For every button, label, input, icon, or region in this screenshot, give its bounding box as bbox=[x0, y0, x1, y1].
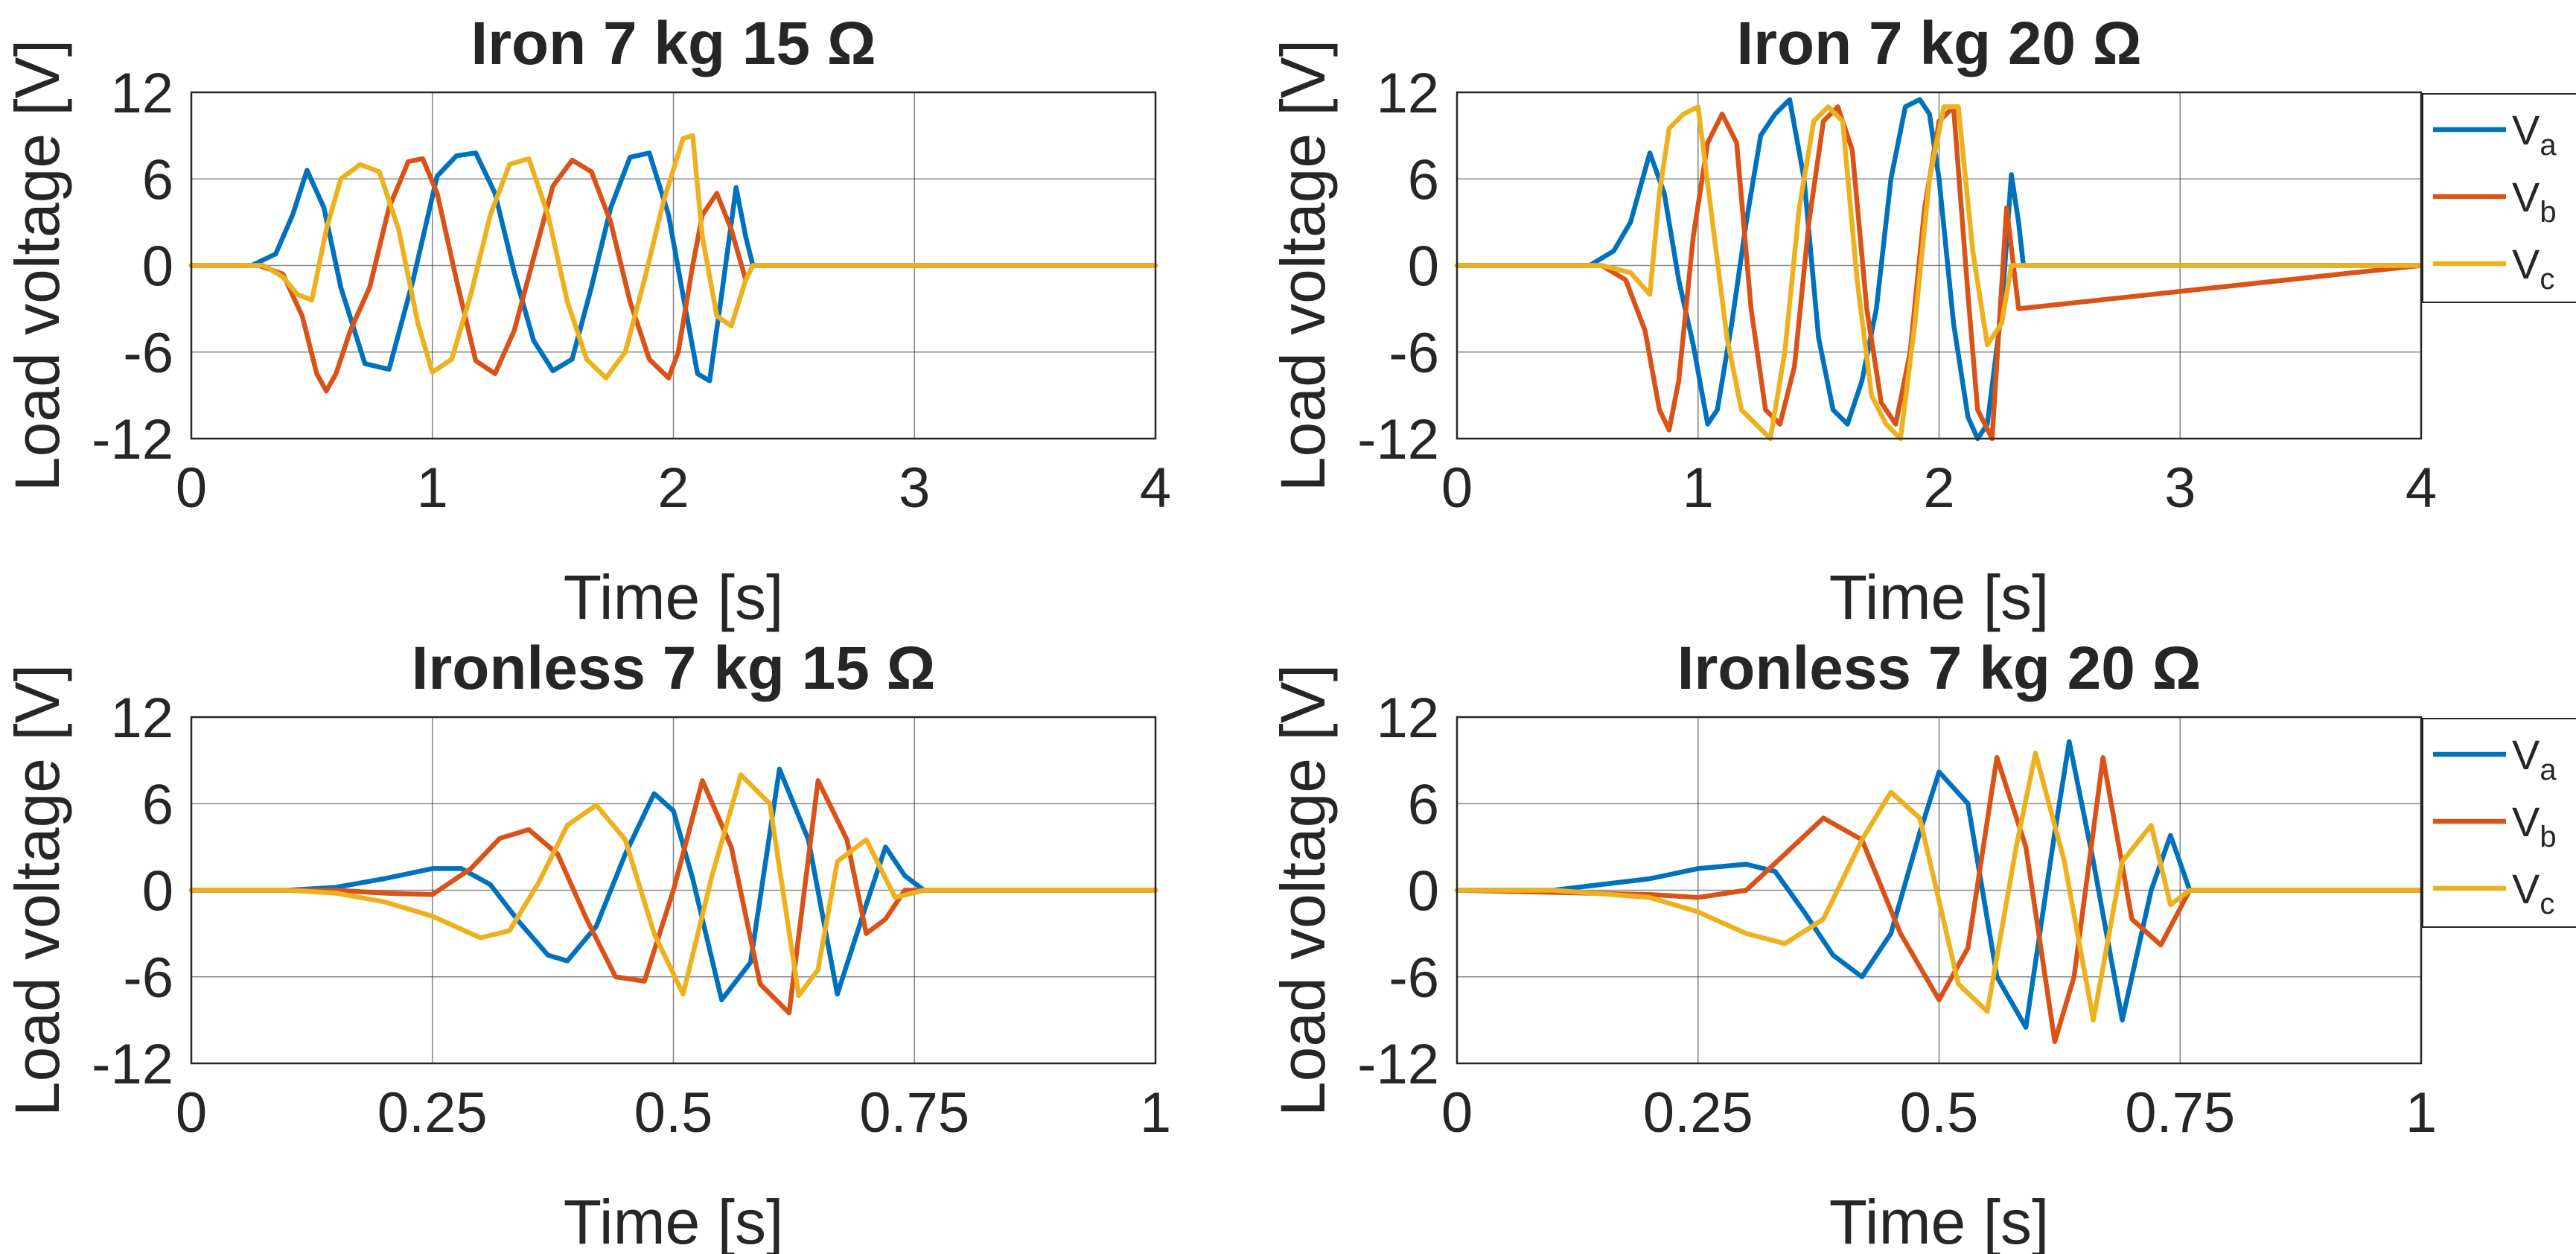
series-line-vb bbox=[188, 156, 1158, 394]
series-line-vb bbox=[1454, 755, 2424, 1045]
y-tick-label: 0 bbox=[1408, 860, 1439, 923]
y-tick-label: 0 bbox=[142, 235, 173, 299]
y-tick-label: -6 bbox=[123, 322, 173, 385]
x-tick-label: 1 bbox=[1683, 456, 1714, 520]
y-axis-label: Load voltage [V] bbox=[2, 39, 72, 491]
x-tick-label: 0 bbox=[176, 1081, 207, 1145]
legend-label-vc: Vc bbox=[2512, 865, 2554, 920]
chart-panel: 0 0.25 0.5 0.75 1 12 6 0 -6 -12 Ironless 7 kg 15 Ω… bbox=[2, 634, 1171, 1254]
y-tick-label: -6 bbox=[1389, 946, 1439, 1010]
series-line-va bbox=[1454, 739, 2424, 1030]
series-line-vb bbox=[1454, 104, 2424, 442]
legend: Va Vb Vc bbox=[2422, 93, 2576, 303]
y-tick-label: 0 bbox=[1408, 235, 1439, 299]
y-tick-label: 12 bbox=[110, 62, 173, 125]
series-line-vb bbox=[188, 778, 1158, 1016]
series-line-vc bbox=[1454, 751, 2424, 1023]
x-axis-label: Time [s] bbox=[564, 1187, 784, 1254]
legend-label-vb: Vb bbox=[2512, 174, 2557, 229]
series-line-va bbox=[188, 150, 1158, 383]
x-tick-label: 0.5 bbox=[634, 1081, 713, 1145]
legend-label-vb: Vb bbox=[2512, 798, 2557, 853]
y-tick-label: 6 bbox=[1408, 148, 1439, 211]
x-tick-label: 0.25 bbox=[377, 1081, 488, 1145]
y-tick-label: 12 bbox=[1376, 687, 1439, 750]
y-tick-label: -12 bbox=[92, 1033, 173, 1096]
y-axis-label: Load voltage [V] bbox=[2, 664, 72, 1116]
y-tick-label: 6 bbox=[142, 148, 173, 211]
chart-title: Ironless 7 kg 15 Ω bbox=[412, 634, 936, 702]
series-line-vc bbox=[188, 772, 1158, 999]
x-tick-label: 4 bbox=[1140, 456, 1171, 520]
legend-label-va: Va bbox=[2512, 731, 2557, 786]
y-tick-label: 6 bbox=[142, 773, 173, 836]
x-tick-label: 0 bbox=[176, 456, 207, 520]
x-tick-label: 3 bbox=[899, 456, 930, 520]
series-line-va bbox=[1454, 97, 2424, 442]
y-tick-label: -12 bbox=[92, 408, 173, 471]
x-tick-label: 1 bbox=[2406, 1081, 2437, 1145]
legend-label-vc: Vc bbox=[2512, 241, 2554, 296]
y-tick-label: -6 bbox=[123, 946, 173, 1010]
series-line-vc bbox=[188, 133, 1158, 381]
axes-box bbox=[1456, 91, 2423, 440]
y-tick-label: 12 bbox=[110, 687, 173, 750]
y-tick-label: -12 bbox=[1357, 1033, 1439, 1096]
x-tick-label: 1 bbox=[1140, 1081, 1171, 1145]
y-tick-label: 6 bbox=[1408, 773, 1439, 836]
x-tick-label: 0.75 bbox=[859, 1081, 969, 1145]
series-line-va bbox=[188, 766, 1158, 1003]
x-tick-label: 0.5 bbox=[1900, 1081, 1979, 1145]
y-axis-label: Load voltage [V] bbox=[1268, 39, 1338, 491]
chart-title: Iron 7 kg 20 Ω bbox=[1736, 10, 2141, 77]
y-tick-label: 12 bbox=[1376, 62, 1439, 125]
y-tick-label: -6 bbox=[1389, 322, 1439, 385]
y-tick-label: 0 bbox=[142, 860, 173, 923]
x-axis-label: Time [s] bbox=[1829, 1187, 2050, 1254]
y-tick-label: -12 bbox=[1357, 408, 1439, 471]
x-tick-label: 3 bbox=[2164, 456, 2196, 520]
axes-box bbox=[190, 716, 1157, 1065]
legend: Va Vb Vc bbox=[2422, 718, 2576, 928]
x-tick-label: 1 bbox=[417, 456, 448, 520]
x-tick-label: 0 bbox=[1441, 456, 1473, 520]
x-tick-label: 0 bbox=[1441, 1081, 1473, 1145]
x-tick-label: 0.75 bbox=[2125, 1081, 2235, 1145]
chart-title: Iron 7 kg 15 Ω bbox=[471, 10, 876, 77]
x-tick-label: 2 bbox=[657, 456, 689, 520]
x-tick-label: 2 bbox=[1923, 456, 1954, 520]
x-tick-label: 0.25 bbox=[1643, 1081, 1753, 1145]
chart-panel: 0 0.25 0.5 0.75 1 12 6 0 -6 -12 Ironless 7 kg 20 Ω… bbox=[1268, 634, 2576, 1254]
axes-box bbox=[190, 91, 1157, 440]
x-tick-label: 4 bbox=[2406, 456, 2437, 520]
x-axis-label: Time [s] bbox=[564, 562, 784, 632]
series-line-vc bbox=[1454, 104, 2424, 442]
axes-box bbox=[1456, 716, 2423, 1065]
chart-title: Ironless 7 kg 20 Ω bbox=[1677, 634, 2202, 702]
y-axis-label: Load voltage [V] bbox=[1268, 664, 1338, 1116]
x-axis-label: Time [s] bbox=[1829, 562, 2050, 632]
legend-label-va: Va bbox=[2512, 106, 2557, 162]
